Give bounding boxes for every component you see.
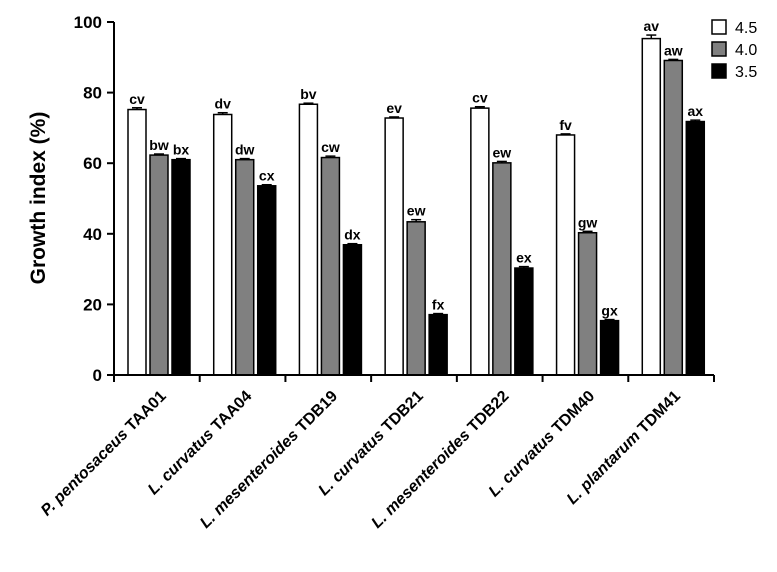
bar-letter-label: ew xyxy=(493,144,512,160)
legend-swatch xyxy=(711,41,727,57)
category-strain: TDB22 xyxy=(462,388,513,439)
bar xyxy=(384,117,404,376)
bar xyxy=(685,120,706,376)
bar xyxy=(342,243,363,376)
bar xyxy=(470,107,490,376)
category-strain: TDM40 xyxy=(546,388,598,440)
bar-letter-label: ew xyxy=(407,203,426,219)
bar xyxy=(663,59,684,376)
x-category-label: P. pentosaceus TAA01 xyxy=(38,388,170,520)
category-species: pentosaceus xyxy=(50,426,132,508)
bar-letter-label: ev xyxy=(386,100,402,116)
legend-swatch xyxy=(711,19,727,35)
bar xyxy=(428,313,448,376)
category-species: mesenteroides xyxy=(382,427,474,519)
bar-letter-label: fx xyxy=(432,297,445,313)
bar xyxy=(492,162,512,376)
category-strain: TAA04 xyxy=(205,388,255,438)
bar-letter-label: cv xyxy=(472,90,488,106)
bar-letter-label: bw xyxy=(149,137,169,153)
bar-letter-label: bv xyxy=(300,86,317,102)
y-tick-label: 20 xyxy=(83,295,102,314)
bar xyxy=(320,156,341,376)
bar xyxy=(212,113,233,376)
category-species: curvatus xyxy=(499,428,558,487)
category-species: curvatus xyxy=(329,427,388,486)
bar-letter-label: bx xyxy=(173,142,190,158)
y-tick-label: 0 xyxy=(93,366,102,385)
y-tick-label: 60 xyxy=(83,154,102,173)
bar-letter-label: gw xyxy=(578,214,598,230)
bar xyxy=(406,221,426,376)
category-species: mesenteroides xyxy=(210,427,302,519)
bar-letter-label: fv xyxy=(559,117,572,133)
category-strain: TDM41 xyxy=(632,388,684,440)
bar xyxy=(256,185,277,376)
bar-letter-label: cw xyxy=(321,139,340,155)
bar xyxy=(599,319,620,376)
bar xyxy=(298,103,319,376)
bar xyxy=(127,108,147,376)
category-species: curvatus xyxy=(158,426,217,485)
bar-letter-label: ex xyxy=(516,250,532,266)
bar-letter-label: cx xyxy=(259,168,275,184)
legend-swatch xyxy=(711,63,727,79)
legend-label: 3.5 xyxy=(735,64,757,81)
bar xyxy=(234,158,255,376)
category-strain: TAA01 xyxy=(120,388,170,438)
legend-label: 4.0 xyxy=(735,42,757,59)
bar xyxy=(577,231,598,376)
bar xyxy=(171,158,191,376)
x-category-label: L. mesenteroides TDB19 xyxy=(197,388,341,532)
bar xyxy=(514,267,534,376)
bar-letter-label: dv xyxy=(215,96,232,112)
category-species: plantarum xyxy=(576,428,643,495)
bar-letter-label: aw xyxy=(664,42,683,58)
bar-letter-label: ax xyxy=(687,103,703,119)
bar-letter-label: dx xyxy=(344,227,361,243)
y-axis-title: Growth index (%) xyxy=(27,112,50,285)
bar xyxy=(555,134,576,376)
y-axis-title-group: Growth index (%) xyxy=(27,112,50,285)
category-strain: TDB19 xyxy=(290,388,341,439)
legend: 4.5 4.0 3.5 xyxy=(711,19,757,81)
legend-label: 4.5 xyxy=(735,20,757,37)
y-tick-label: 80 xyxy=(83,84,102,103)
y-tick-label: 40 xyxy=(83,225,102,244)
y-axis: 0 20 40 60 80 100 xyxy=(74,13,115,385)
bar-letter-label: gx xyxy=(601,303,618,319)
x-category-label: L. mesenteroides TDB22 xyxy=(368,388,512,532)
bar-letter-label: av xyxy=(643,18,659,34)
bar-letter-label: cv xyxy=(129,91,145,107)
y-tick-label: 100 xyxy=(74,13,102,32)
bar xyxy=(641,37,662,376)
category-strain: TDB21 xyxy=(376,388,427,439)
bar-letter-label: dw xyxy=(235,142,255,158)
bar xyxy=(149,154,169,376)
